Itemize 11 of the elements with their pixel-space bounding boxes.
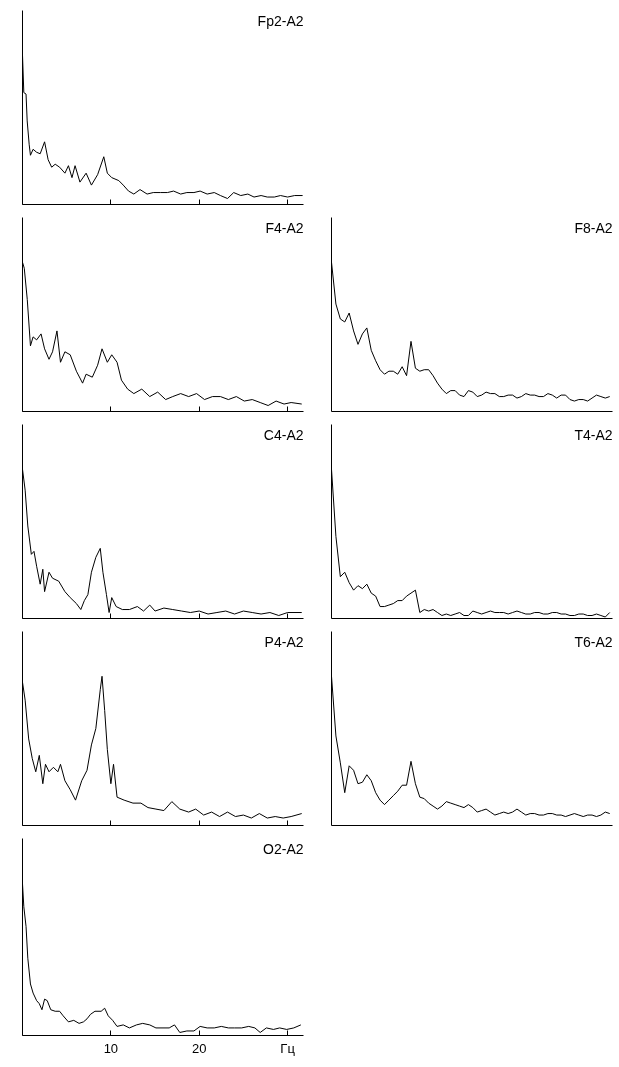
chart-title: T4-A2 [574, 426, 613, 443]
chart-title: F8-A2 [574, 219, 613, 236]
x-tick-label: 20 [192, 1040, 207, 1056]
x-tick-label: Гц [280, 1040, 296, 1056]
chart-title: C4-A2 [263, 426, 304, 443]
chart-title: O2-A2 [263, 840, 304, 857]
chart-title: P4-A2 [264, 633, 304, 650]
chart-title: Fp2-A2 [257, 12, 304, 29]
chart-title: T6-A2 [574, 633, 613, 650]
chart-title: F4-A2 [265, 219, 304, 236]
x-tick-label: 10 [103, 1040, 119, 1056]
